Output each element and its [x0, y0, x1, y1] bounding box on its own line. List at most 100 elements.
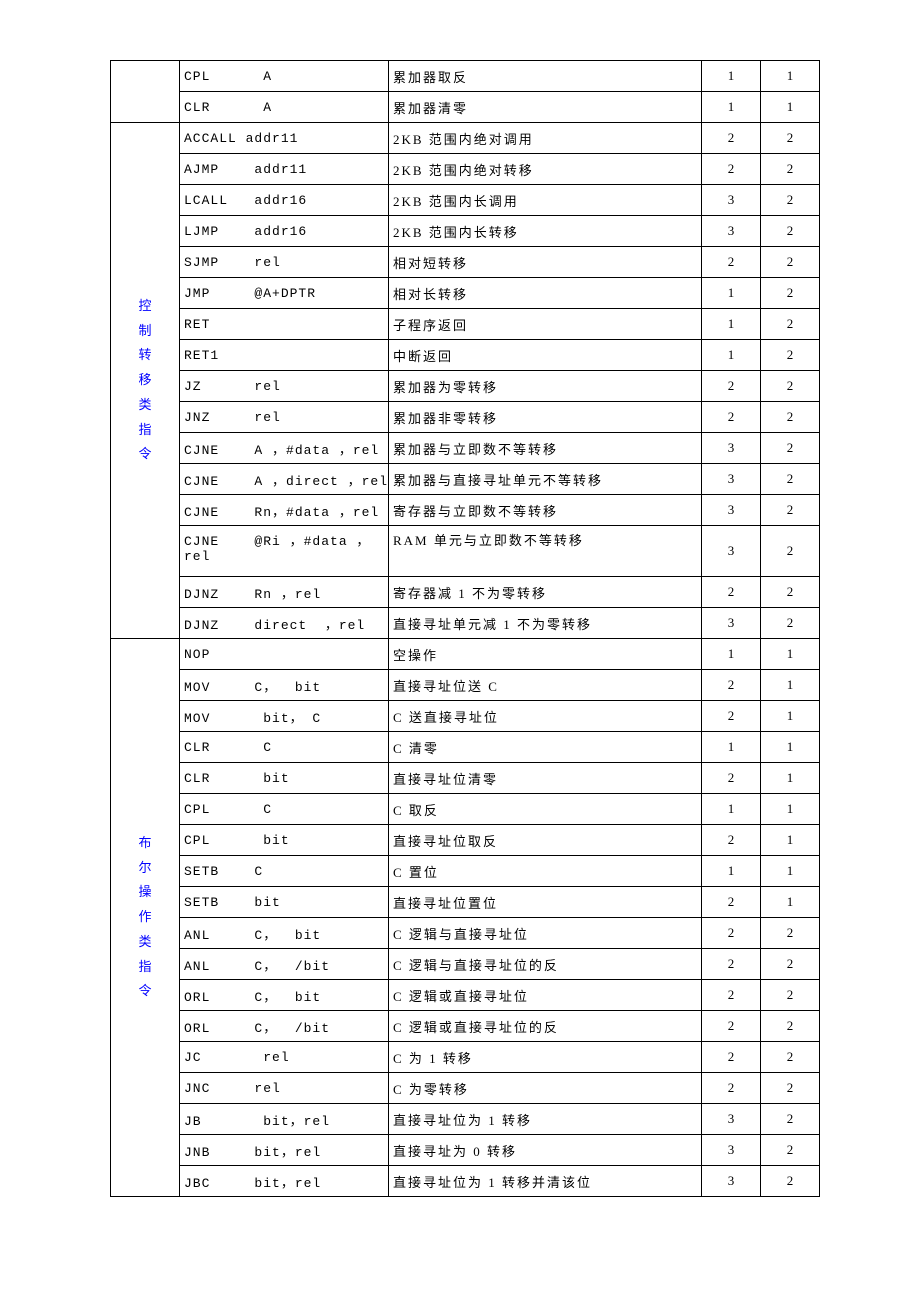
description-cell: C 为 1 转移 — [389, 1042, 702, 1073]
table-row: ORL C， /bitC 逻辑或直接寻址位的反22 — [111, 1011, 820, 1042]
table-row: CJNE @Ri ，#data ， relRAM 单元与立即数不等转移32 — [111, 526, 820, 577]
description-cell: C 逻辑或直接寻址位的反 — [389, 1011, 702, 1042]
bytes-cell: 1 — [702, 92, 761, 123]
description-cell: 直接寻址位取反 — [389, 825, 702, 856]
cycles-cell: 2 — [761, 216, 820, 247]
bytes-cell: 2 — [702, 577, 761, 608]
instruction-cell: ORL C， /bit — [180, 1011, 389, 1042]
cycles-cell: 2 — [761, 918, 820, 949]
cycles-cell: 1 — [761, 701, 820, 732]
description-cell: 直接寻址位为 1 转移并清该位 — [389, 1166, 702, 1197]
bytes-cell: 1 — [702, 794, 761, 825]
category-cell — [111, 61, 180, 123]
cycles-cell: 2 — [761, 1135, 820, 1166]
bytes-cell: 2 — [702, 1042, 761, 1073]
cycles-cell: 2 — [761, 247, 820, 278]
description-cell: C 置位 — [389, 856, 702, 887]
table-row: AJMP addr112KB 范围内绝对转移22 — [111, 154, 820, 185]
description-cell: C 逻辑或直接寻址位 — [389, 980, 702, 1011]
cycles-cell: 2 — [761, 340, 820, 371]
bytes-cell: 2 — [702, 1073, 761, 1104]
cycles-cell: 2 — [761, 371, 820, 402]
description-cell: 累加器为零转移 — [389, 371, 702, 402]
cycles-cell: 2 — [761, 464, 820, 495]
bytes-cell: 3 — [702, 608, 761, 639]
table-row: CJNE A ，direct ，rel累加器与直接寻址单元不等转移32 — [111, 464, 820, 495]
instruction-cell: JNB bit，rel — [180, 1135, 389, 1166]
cycles-cell: 2 — [761, 608, 820, 639]
cycles-cell: 2 — [761, 278, 820, 309]
instruction-cell: SETB C — [180, 856, 389, 887]
description-cell: 中断返回 — [389, 340, 702, 371]
description-cell: 累加器清零 — [389, 92, 702, 123]
instruction-cell: DJNZ Rn ，rel — [180, 577, 389, 608]
table-row: MOV C， bit直接寻址位送 C21 — [111, 670, 820, 701]
instruction-cell: CPL bit — [180, 825, 389, 856]
instruction-cell: ACCALL addr11 — [180, 123, 389, 154]
instruction-cell: SETB bit — [180, 887, 389, 918]
table-row: 布尔操作类指令NOP空操作11 — [111, 639, 820, 670]
table-row: CJNE A ，#data ，rel累加器与立即数不等转移32 — [111, 433, 820, 464]
instruction-cell: JMP @A+DPTR — [180, 278, 389, 309]
bytes-cell: 2 — [702, 763, 761, 794]
cycles-cell: 2 — [761, 495, 820, 526]
cycles-cell: 2 — [761, 402, 820, 433]
table-row: JMP @A+DPTR相对长转移12 — [111, 278, 820, 309]
bytes-cell: 3 — [702, 526, 761, 577]
description-cell: 2KB 范围内长转移 — [389, 216, 702, 247]
bytes-cell: 1 — [702, 309, 761, 340]
cycles-cell: 2 — [761, 980, 820, 1011]
description-cell: 直接寻址单元减 1 不为零转移 — [389, 608, 702, 639]
description-cell: 2KB 范围内绝对转移 — [389, 154, 702, 185]
description-cell: 直接寻址位为 1 转移 — [389, 1104, 702, 1135]
cycles-cell: 2 — [761, 309, 820, 340]
description-cell: 相对长转移 — [389, 278, 702, 309]
table-row: ANL C， /bitC 逻辑与直接寻址位的反22 — [111, 949, 820, 980]
instruction-cell: CJNE @Ri ，#data ， rel — [180, 526, 389, 577]
instruction-table: CPL A累加器取反11CLR A累加器清零11控制转移类指令ACCALL ad… — [110, 60, 820, 1197]
table-row: RET子程序返回12 — [111, 309, 820, 340]
category-cell: 控制转移类指令 — [111, 123, 180, 639]
bytes-cell: 1 — [702, 340, 761, 371]
description-cell: 寄存器减 1 不为零转移 — [389, 577, 702, 608]
table-row: LJMP addr162KB 范围内长转移32 — [111, 216, 820, 247]
bytes-cell: 2 — [702, 980, 761, 1011]
cycles-cell: 1 — [761, 92, 820, 123]
instruction-cell: CLR C — [180, 732, 389, 763]
table-row: CLR A累加器清零11 — [111, 92, 820, 123]
table-row: CPL A累加器取反11 — [111, 61, 820, 92]
instruction-cell: DJNZ direct ，rel — [180, 608, 389, 639]
instruction-cell: ANL C， /bit — [180, 949, 389, 980]
description-cell: 空操作 — [389, 639, 702, 670]
bytes-cell: 3 — [702, 433, 761, 464]
cycles-cell: 1 — [761, 670, 820, 701]
bytes-cell: 1 — [702, 732, 761, 763]
table-row: CPL bit直接寻址位取反21 — [111, 825, 820, 856]
table-row: 控制转移类指令ACCALL addr112KB 范围内绝对调用22 — [111, 123, 820, 154]
instruction-cell: SJMP rel — [180, 247, 389, 278]
description-cell: C 逻辑与直接寻址位的反 — [389, 949, 702, 980]
cycles-cell: 2 — [761, 949, 820, 980]
instruction-cell: JNC rel — [180, 1073, 389, 1104]
instruction-cell: AJMP addr11 — [180, 154, 389, 185]
bytes-cell: 2 — [702, 154, 761, 185]
description-cell: 2KB 范围内长调用 — [389, 185, 702, 216]
description-cell: 寄存器与立即数不等转移 — [389, 495, 702, 526]
cycles-cell: 2 — [761, 1166, 820, 1197]
instruction-cell: JB bit，rel — [180, 1104, 389, 1135]
table-row: DJNZ Rn ，rel寄存器减 1 不为零转移22 — [111, 577, 820, 608]
instruction-cell: CLR bit — [180, 763, 389, 794]
table-row: CLR bit直接寻址位清零21 — [111, 763, 820, 794]
cycles-cell: 2 — [761, 433, 820, 464]
cycles-cell: 2 — [761, 1073, 820, 1104]
bytes-cell: 3 — [702, 1166, 761, 1197]
instruction-cell: NOP — [180, 639, 389, 670]
cycles-cell: 1 — [761, 61, 820, 92]
description-cell: 累加器与立即数不等转移 — [389, 433, 702, 464]
instruction-cell: ANL C， bit — [180, 918, 389, 949]
cycles-cell: 1 — [761, 825, 820, 856]
description-cell: 直接寻址位清零 — [389, 763, 702, 794]
description-cell: C 送直接寻址位 — [389, 701, 702, 732]
table-row: JC relC 为 1 转移22 — [111, 1042, 820, 1073]
bytes-cell: 1 — [702, 639, 761, 670]
